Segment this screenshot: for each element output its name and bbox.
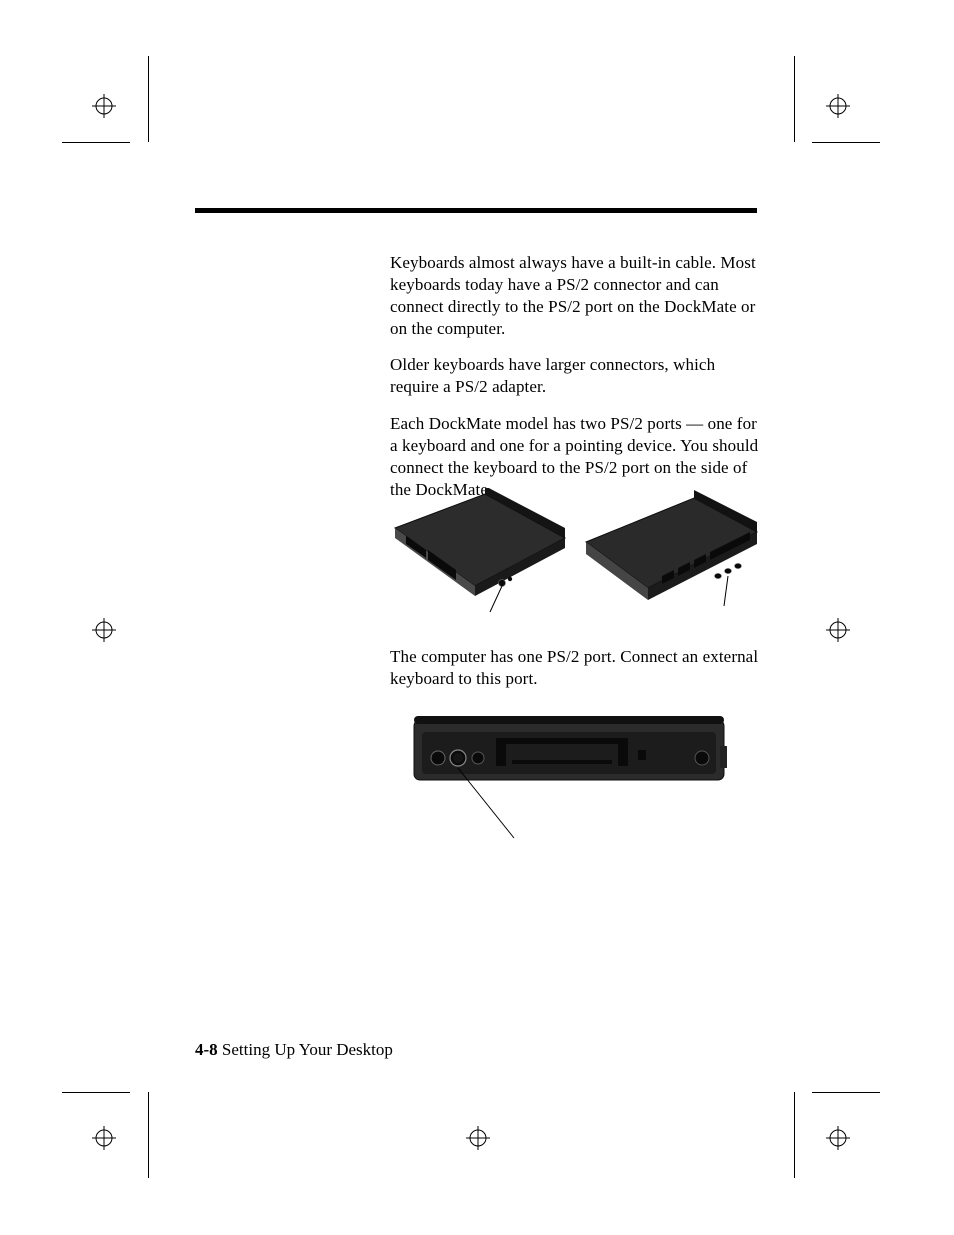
registration-mark-icon — [92, 1126, 116, 1150]
paragraph: Keyboards almost always have a built-in … — [390, 252, 760, 340]
figure-computer-side — [404, 706, 734, 846]
registration-mark-icon — [92, 618, 116, 642]
registration-mark-icon — [826, 618, 850, 642]
page-number: 4-8 — [195, 1040, 218, 1059]
crop-mark — [794, 1092, 795, 1178]
paragraph: Older keyboards have larger connectors, … — [390, 354, 760, 398]
section-rule — [195, 208, 757, 213]
crop-mark — [148, 1092, 149, 1178]
figure-dockmate-views — [390, 488, 760, 616]
crop-mark — [812, 142, 880, 143]
paragraph: The computer has one PS/2 port. Connect … — [390, 646, 760, 690]
crop-mark — [62, 1092, 130, 1093]
page-footer: 4-8 Setting Up Your Desktop — [195, 1040, 393, 1060]
page: Keyboards almost always have a built-in … — [0, 0, 954, 1235]
registration-mark-icon — [826, 94, 850, 118]
crop-mark — [794, 56, 795, 142]
crop-mark — [62, 142, 130, 143]
body-column-2: The computer has one PS/2 port. Connect … — [390, 646, 760, 704]
body-column: Keyboards almost always have a built-in … — [390, 252, 760, 515]
crop-mark — [812, 1092, 880, 1093]
registration-mark-icon — [826, 1126, 850, 1150]
registration-mark-icon — [92, 94, 116, 118]
crop-mark — [148, 56, 149, 142]
section-title: Setting Up Your Desktop — [222, 1040, 393, 1059]
registration-mark-icon — [466, 1126, 490, 1150]
